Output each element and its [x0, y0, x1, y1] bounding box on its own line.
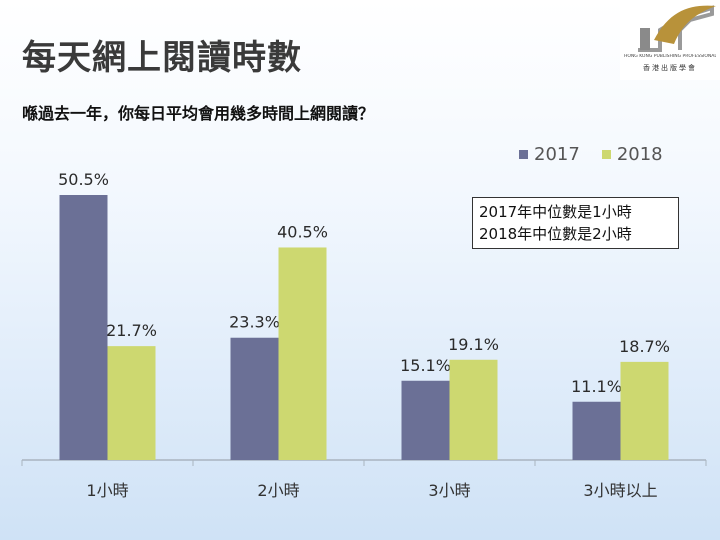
data-label-2018-3: 19.1%	[448, 335, 499, 354]
logo-emblem-icon	[638, 5, 716, 52]
x-tick-label: 3小時	[428, 481, 470, 500]
data-label-2017-3: 15.1%	[400, 356, 451, 375]
bar-2017-1	[59, 195, 108, 460]
bar-2018-1	[107, 346, 156, 460]
logo-caption-en: HONG KONG PUBLISHING PROFESSIONALS SOCIE…	[624, 54, 716, 59]
bar-2017-4	[572, 401, 621, 460]
bar-2018-3	[449, 359, 498, 460]
publisher-logo: HONG KONG PUBLISHING PROFESSIONALS SOCIE…	[620, 0, 720, 80]
x-tick-label: 2小時	[257, 481, 299, 500]
legend-item-2017: 2017	[519, 144, 580, 165]
legend-swatch-2017	[519, 150, 528, 159]
legend-item-2018: 2018	[601, 144, 663, 165]
legend-label-2017: 2017	[534, 144, 580, 165]
bar-2017-3	[401, 380, 450, 460]
legend-label-2018: 2018	[616, 144, 663, 165]
median-note-2017: 2017年中位數是1小時	[479, 203, 632, 221]
x-tick-label: 1小時	[86, 481, 128, 500]
data-label-2018-1: 21.7%	[106, 321, 157, 340]
page-title: 每天網上閱讀時數	[22, 38, 302, 78]
median-note-2018: 2018年中位數是2小時	[479, 225, 632, 243]
logo-caption-zh: 香港出版學會	[643, 64, 697, 72]
chart-legend: 2017 2018	[519, 144, 677, 165]
data-label-2017-2: 23.3%	[229, 313, 280, 332]
bar-2018-2	[278, 247, 327, 460]
legend-swatch-2018	[601, 150, 611, 159]
x-tick-label: 3小時以上	[583, 481, 657, 500]
bar-2018-4	[620, 361, 669, 460]
data-label-2017-1: 50.5%	[58, 170, 109, 189]
data-label-2018-2: 40.5%	[277, 222, 328, 241]
median-note-box: 2017年中位數是1小時 2018年中位數是2小時	[472, 197, 679, 249]
bar-2017-2	[230, 337, 279, 460]
data-label-2018-4: 18.7%	[619, 337, 670, 356]
survey-question: 喺過去一年，你每日平均會用幾多時間上網閱讀？	[22, 104, 375, 123]
data-label-2017-4: 11.1%	[571, 377, 622, 396]
